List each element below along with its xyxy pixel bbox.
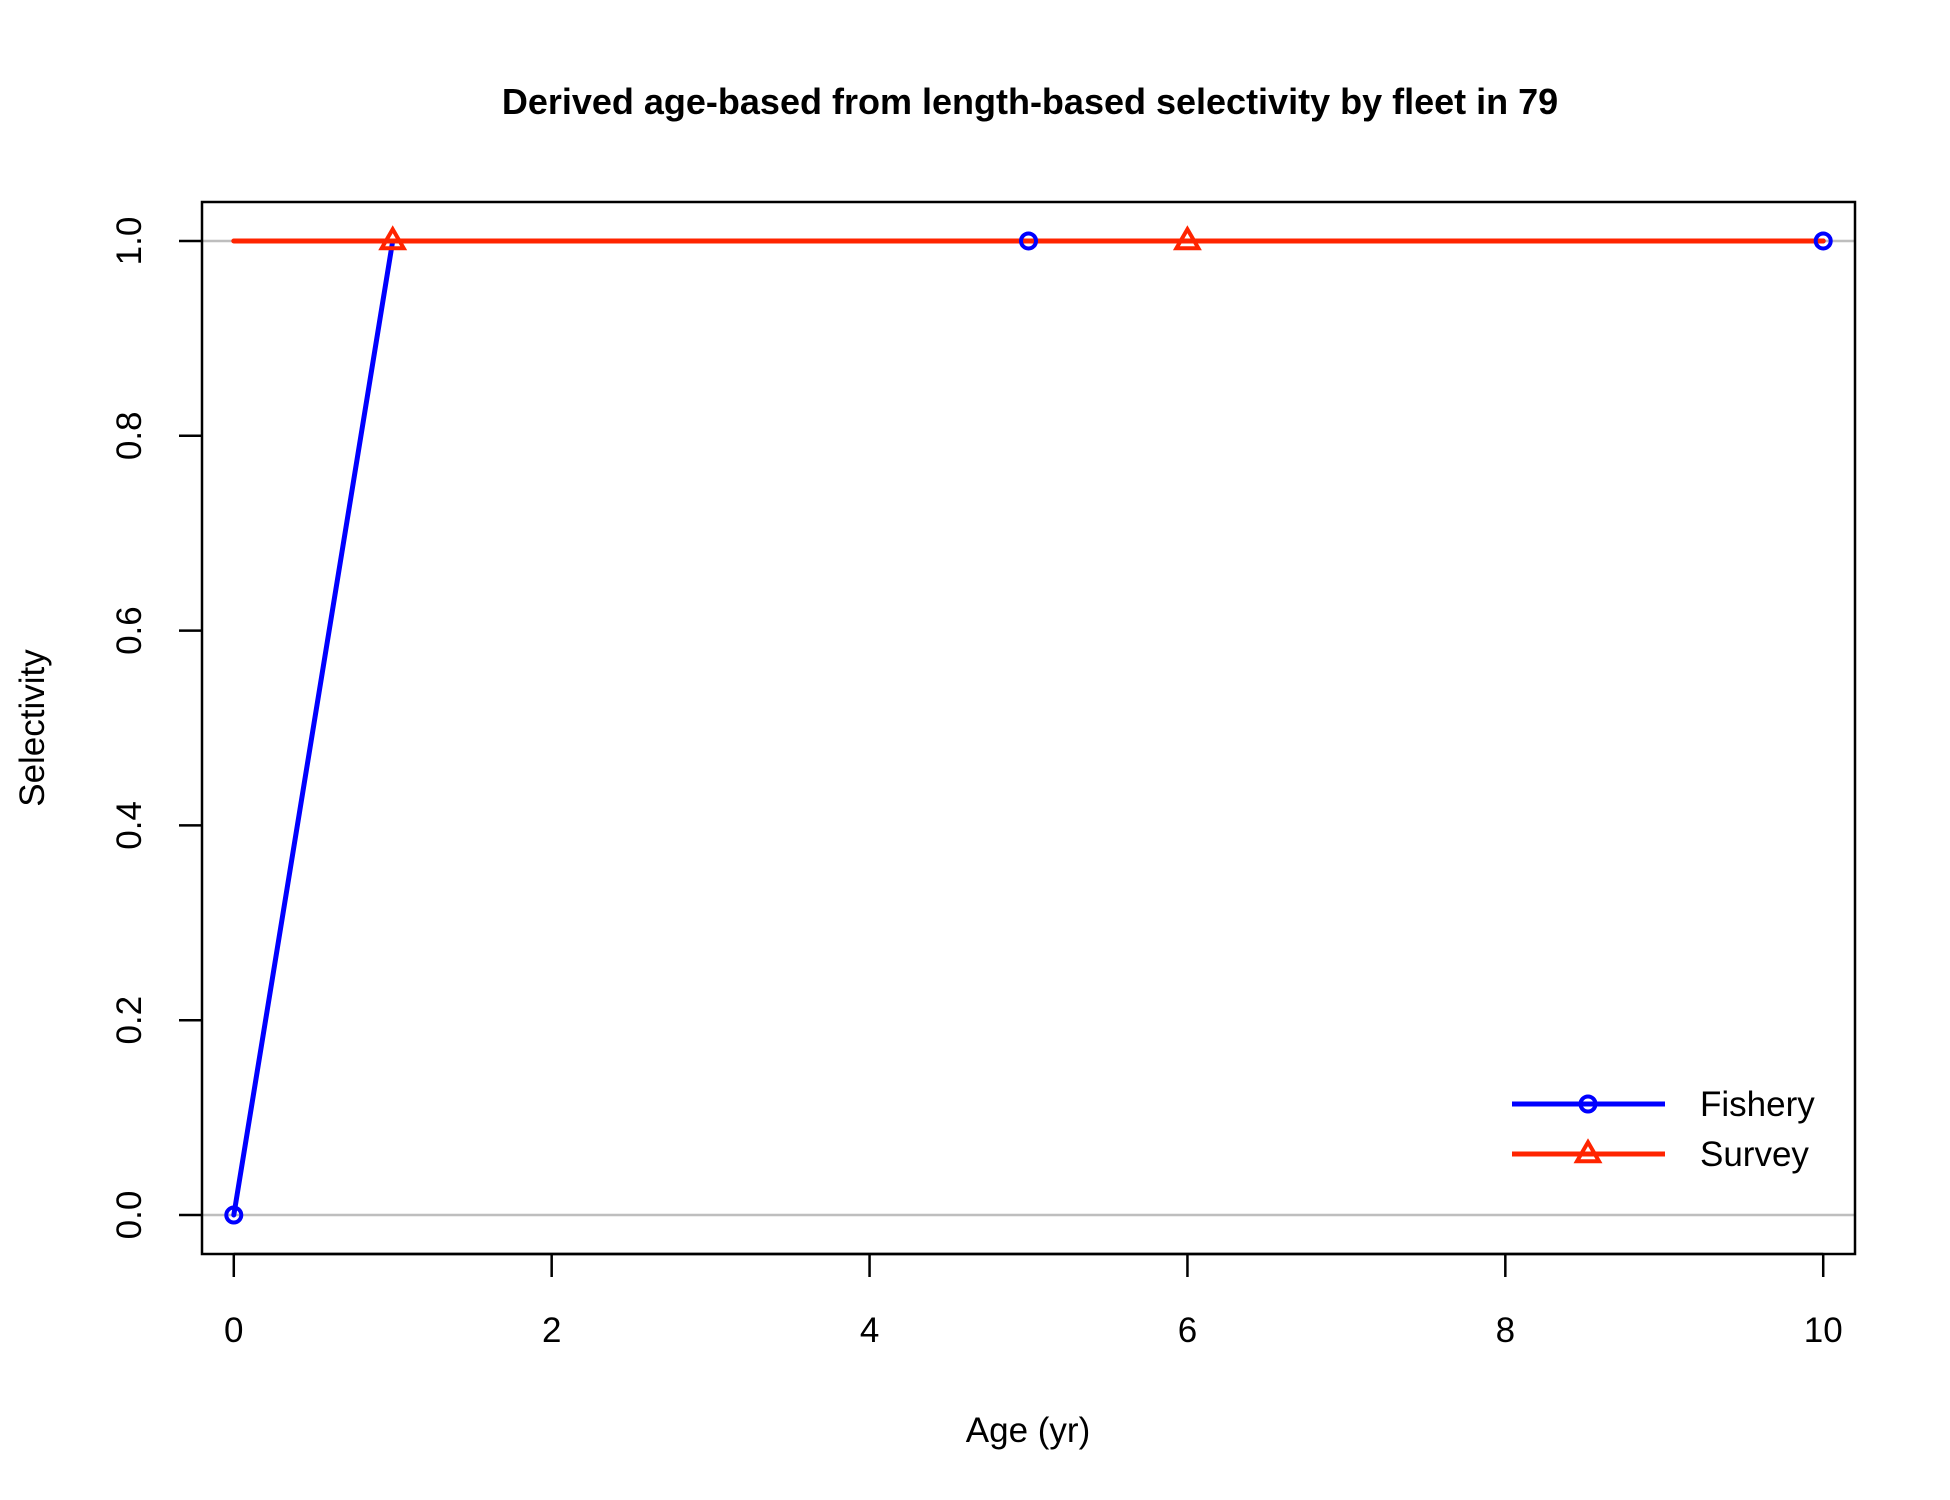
legend-marker-fishery (1578, 1094, 1598, 1114)
reference-lines (202, 239, 1855, 1217)
y-tick-label: 1.0 (110, 217, 149, 266)
series-line-fishery (231, 238, 1826, 1218)
x-tick-label: 6 (1178, 1311, 1197, 1350)
y-tick-label: 0.0 (110, 1191, 149, 1240)
y-tick-label: 0.8 (110, 411, 149, 460)
legend-label-survey: Survey (1700, 1135, 1809, 1174)
data-point-fishery (224, 1205, 244, 1225)
y-axis-title: Selectivity (13, 649, 52, 807)
data-point-fishery (1813, 231, 1833, 251)
x-axis-title: Age (yr) (966, 1411, 1090, 1450)
data-point-survey (1172, 225, 1202, 251)
y-tick-label: 0.6 (110, 606, 149, 655)
legend-label-fishery: Fishery (1700, 1085, 1815, 1124)
x-tick-label: 0 (224, 1311, 243, 1350)
x-tick-label: 10 (1804, 1311, 1843, 1350)
y-tick-label: 0.4 (110, 801, 149, 850)
x-tick-label: 4 (860, 1311, 879, 1350)
data-point-survey (378, 225, 408, 251)
x-axis: 0 2 4 6 8 10 (224, 1252, 1843, 1350)
plot-frame (200, 200, 1857, 1256)
series-markers (224, 225, 1833, 1225)
chart-title: Derived age-based from length-based sele… (502, 81, 1558, 122)
y-tick-label: 0.2 (110, 996, 149, 1045)
series-lines (231, 238, 1826, 1218)
x-tick-label: 8 (1496, 1311, 1515, 1350)
y-axis: 0.0 0.2 0.4 0.6 0.8 1.0 (110, 217, 202, 1240)
x-tick-label: 2 (542, 1311, 561, 1350)
data-point-fishery (1019, 231, 1038, 251)
legend-marker-survey (1573, 1138, 1603, 1164)
legend: Fishery Survey (1512, 1085, 1815, 1174)
